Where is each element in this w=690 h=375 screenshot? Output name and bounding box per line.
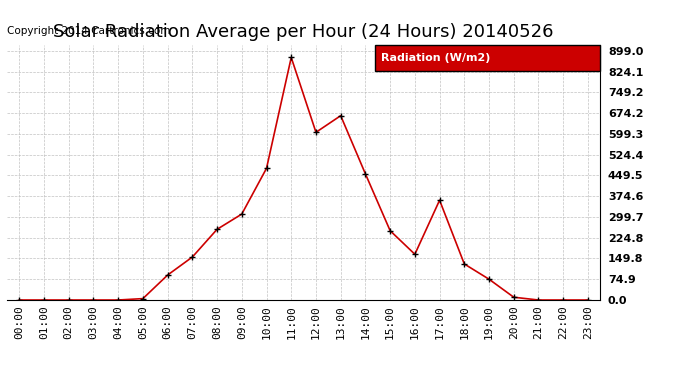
Bar [375,45,600,70]
Text: Radiation (W/m2): Radiation (W/m2) [381,53,490,63]
Title: Solar Radiation Average per Hour (24 Hours) 20140526: Solar Radiation Average per Hour (24 Hou… [53,22,554,40]
Text: Copyright 2014 Cartronics.com: Copyright 2014 Cartronics.com [7,26,170,36]
